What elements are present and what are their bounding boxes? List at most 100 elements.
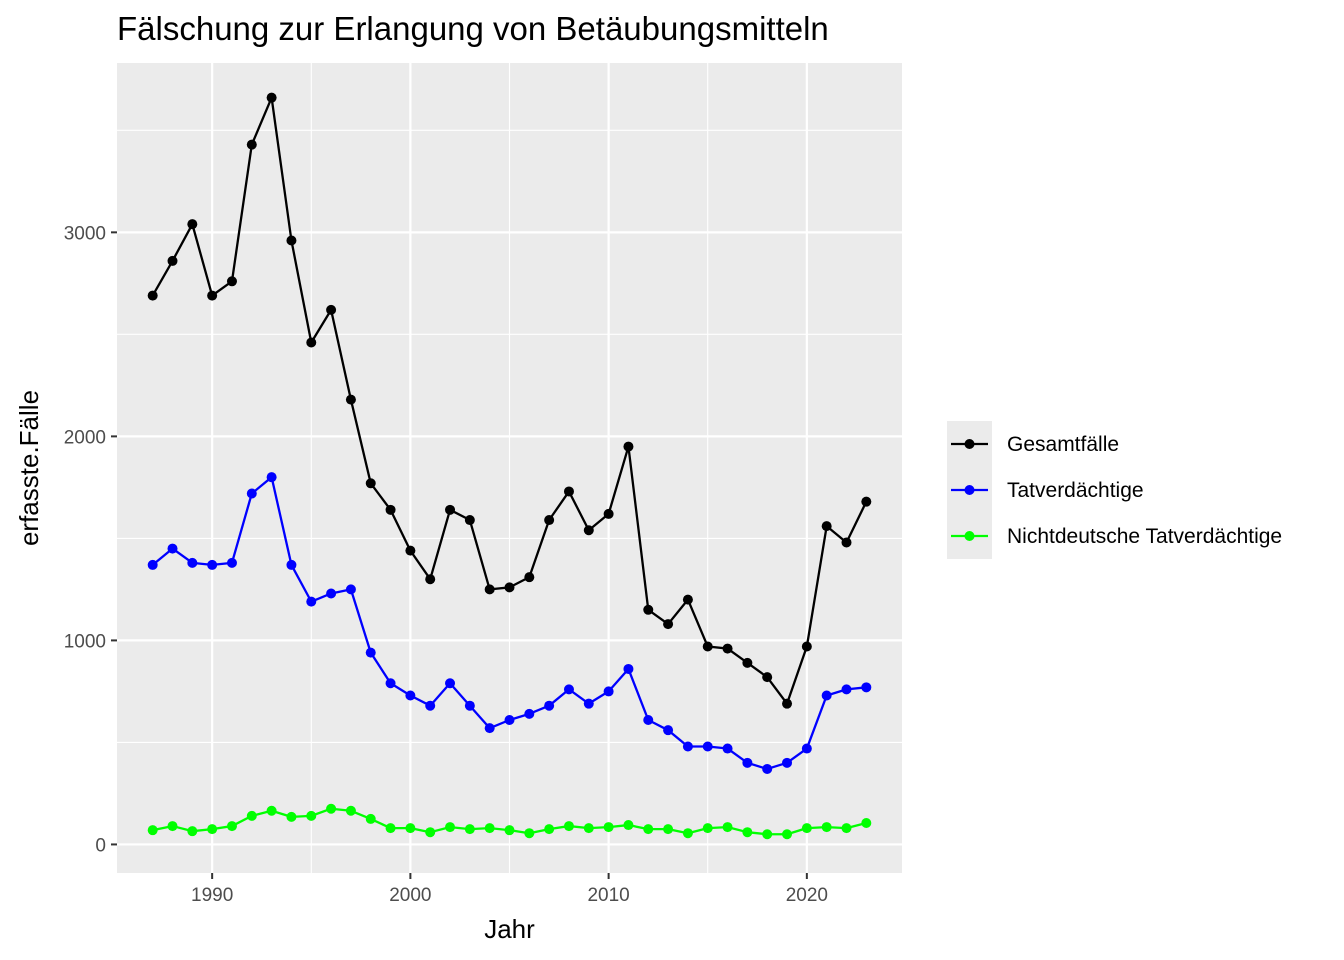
- data-point: [286, 811, 297, 822]
- data-point: [861, 818, 872, 829]
- data-point: [643, 714, 654, 725]
- data-point: [742, 757, 753, 768]
- data-point: [722, 822, 733, 833]
- data-point: [583, 525, 594, 536]
- y-tick-label: 3000: [64, 223, 106, 244]
- data-point: [167, 543, 178, 554]
- data-point: [603, 508, 614, 519]
- data-point: [623, 820, 634, 831]
- legend-label: Tatverdächtige: [1007, 479, 1144, 502]
- data-point: [226, 821, 237, 832]
- data-point: [464, 824, 475, 835]
- x-axis: 1990 2000 2010 2020: [191, 873, 828, 906]
- data-point: [484, 723, 495, 734]
- data-point: [306, 337, 317, 348]
- data-point: [226, 276, 237, 287]
- data-point: [464, 700, 475, 711]
- data-point: [801, 743, 812, 754]
- data-point: [702, 823, 713, 834]
- data-point: [722, 743, 733, 754]
- data-point: [524, 572, 535, 583]
- data-point: [425, 827, 436, 838]
- data-point: [405, 690, 416, 701]
- major-gridlines: [117, 63, 902, 873]
- data-point: [326, 304, 337, 315]
- data-point: [861, 682, 872, 693]
- data-point: [385, 678, 396, 689]
- data-point: [345, 394, 356, 405]
- data-point: [742, 657, 753, 668]
- data-point: [345, 805, 356, 816]
- data-point: [187, 219, 198, 230]
- data-point: [663, 619, 674, 630]
- data-point: [266, 805, 277, 816]
- data-point: [861, 496, 872, 507]
- data-point: [445, 504, 456, 515]
- data-point: [663, 824, 674, 835]
- data-point: [445, 678, 456, 689]
- x-tick-label: 2000: [389, 885, 431, 906]
- data-point: [801, 823, 812, 834]
- data-point: [147, 290, 158, 301]
- data-point: [544, 700, 555, 711]
- data-point: [563, 821, 574, 832]
- y-axis-title: erfasste.Fälle: [14, 390, 44, 546]
- data-point: [246, 488, 257, 499]
- data-point: [187, 826, 198, 837]
- data-point: [187, 557, 198, 568]
- data-point: [226, 557, 237, 568]
- x-tick-label: 2020: [786, 885, 828, 906]
- data-point: [841, 537, 852, 548]
- data-point: [762, 829, 773, 840]
- data-point: [405, 823, 416, 834]
- data-point: [821, 521, 832, 532]
- data-point: [147, 825, 158, 836]
- data-point: [782, 698, 793, 709]
- data-point: [702, 641, 713, 652]
- legend-key-point: [964, 531, 975, 541]
- data-point: [246, 810, 257, 821]
- data-point: [702, 741, 713, 752]
- legend: Gesamtfälle Tatverdächtige Nichtdeutsche T…: [947, 421, 1282, 559]
- data-point: [623, 441, 634, 452]
- data-point: [544, 824, 555, 835]
- data-point: [563, 486, 574, 497]
- data-point: [643, 824, 654, 835]
- data-point: [167, 821, 178, 832]
- data-point: [563, 684, 574, 695]
- data-point: [266, 472, 277, 483]
- series-points: [147, 92, 872, 840]
- data-point: [266, 92, 277, 103]
- data-point: [841, 684, 852, 695]
- data-point: [326, 588, 337, 599]
- data-point: [246, 139, 257, 150]
- data-point: [306, 810, 317, 821]
- legend-label: Gesamtfälle: [1007, 433, 1119, 456]
- data-point: [147, 559, 158, 570]
- data-point: [445, 822, 456, 833]
- data-point: [385, 504, 396, 515]
- data-point: [663, 725, 674, 736]
- legend-key-point: [964, 485, 975, 495]
- y-tick-label: 1000: [64, 631, 106, 652]
- data-point: [841, 823, 852, 834]
- data-point: [643, 604, 654, 615]
- data-point: [207, 290, 218, 301]
- data-point: [464, 515, 475, 526]
- data-point: [405, 545, 416, 556]
- data-point: [167, 255, 178, 266]
- data-point: [722, 643, 733, 654]
- chart-title: Fälschung zur Erlangung von Betäubungsmi…: [117, 10, 829, 47]
- data-point: [524, 708, 535, 719]
- data-point: [682, 594, 693, 605]
- data-point: [544, 515, 555, 526]
- data-point: [425, 700, 436, 711]
- data-point: [682, 741, 693, 752]
- data-point: [504, 825, 515, 836]
- data-point: [425, 574, 436, 585]
- data-point: [207, 559, 218, 570]
- y-axis: 0 1000 2000 3000: [64, 223, 117, 856]
- data-point: [801, 641, 812, 652]
- data-point: [583, 698, 594, 709]
